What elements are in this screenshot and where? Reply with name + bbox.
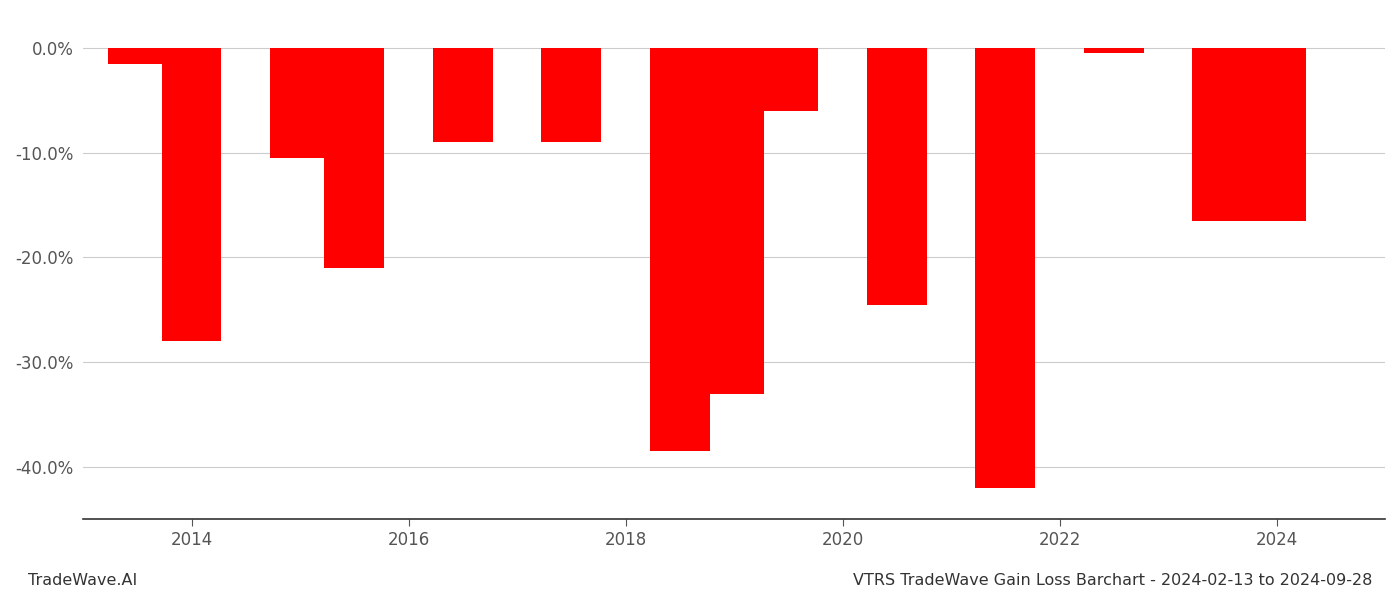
Bar [325, 48, 384, 268]
Bar [1246, 48, 1306, 221]
Bar [270, 48, 330, 158]
Bar [976, 48, 1035, 488]
Bar [867, 48, 927, 305]
Bar [704, 48, 764, 394]
Text: TradeWave.AI: TradeWave.AI [28, 573, 137, 588]
Bar [162, 48, 221, 341]
Bar [433, 48, 493, 142]
Bar [542, 48, 601, 142]
Bar [759, 48, 818, 111]
Bar [108, 48, 167, 64]
Bar [1084, 48, 1144, 53]
Bar [1193, 48, 1252, 221]
Bar [650, 48, 710, 451]
Text: VTRS TradeWave Gain Loss Barchart - 2024-02-13 to 2024-09-28: VTRS TradeWave Gain Loss Barchart - 2024… [853, 573, 1372, 588]
